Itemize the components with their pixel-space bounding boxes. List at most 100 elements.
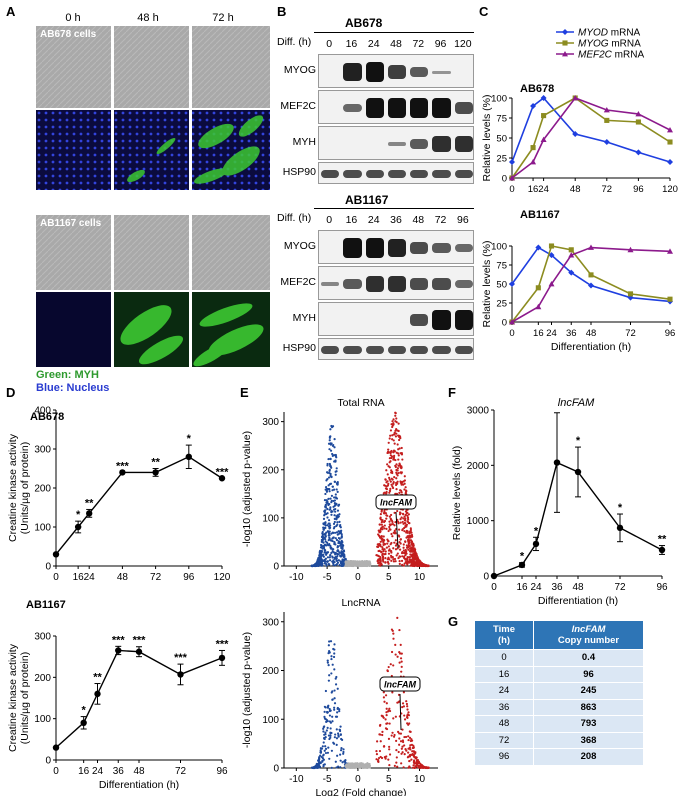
data-point: [540, 95, 547, 101]
data-point: [548, 243, 555, 249]
blot-band: [410, 66, 429, 78]
panel-label-c: C: [479, 4, 489, 19]
data-point: [509, 175, 515, 181]
blot-band: [365, 275, 384, 293]
y-tick-label: 75: [496, 114, 507, 125]
panel-label-b: B: [277, 4, 287, 19]
blot-row-label: MYOG: [283, 240, 316, 252]
blot-band: [365, 346, 384, 354]
y-axis-label: (Units/µg of protein): [19, 652, 31, 744]
data-point: [562, 40, 568, 46]
annotation-pointer: [399, 693, 402, 731]
data-point: [616, 524, 624, 532]
significance-mark: ***: [116, 460, 130, 472]
y-tick-label: 0: [483, 572, 489, 583]
x-tick-label: 16: [533, 328, 544, 339]
data-point: [530, 103, 537, 109]
data-point: [115, 647, 122, 654]
annotation-lncfam-total: lncFAM: [380, 498, 413, 508]
blot-band: [410, 170, 429, 178]
chart-e-bottom: 0 100 200 300 -10 -5 0 5 10 LncRNA -log10 (adjuste…: [241, 598, 438, 796]
chart-d-top: 0 100 200 300 400 0 16 24 48 72 96 120 AB678 Creatine…: [7, 406, 231, 584]
blot-band: [410, 313, 429, 327]
data-point: [568, 247, 574, 253]
blot-strip: [318, 126, 474, 160]
y-tick-label: 75: [496, 261, 507, 272]
blot-row-label: MEF2C: [280, 276, 316, 288]
data-point: [588, 244, 594, 250]
panel-label-d: D: [6, 385, 16, 400]
blot-band: [343, 278, 362, 290]
blot-row-label: MEF2C: [280, 100, 316, 112]
series-0: ****** ******: [52, 433, 229, 558]
table-cell-copy-number: 0.4: [533, 649, 644, 667]
blot2-title: AB1167: [345, 193, 389, 207]
x-tick-label: -5: [323, 572, 332, 583]
table-cell-copy-number: 793: [533, 715, 644, 733]
data-point: [574, 468, 582, 476]
x-tick-label: 36: [113, 766, 125, 777]
data-point: [572, 95, 579, 101]
significance-mark: *: [534, 525, 539, 537]
blot-band: [432, 346, 451, 354]
x-axis-label: Log2 (Fold change): [315, 787, 406, 796]
table-cell-time: 24: [474, 682, 534, 700]
blot1-diff-label: Diff. (h): [277, 36, 312, 48]
blot-band: [365, 97, 384, 119]
chart-f: 0 1000 2000 3000 0 16 24 36 48 72 96 lncFAM Relative…: [451, 398, 668, 607]
x-tick-label: 36: [551, 582, 563, 593]
table-cell-time: 16: [474, 665, 534, 683]
y-axis-label: Creatine kinase activity: [7, 433, 19, 542]
y-tick-label: 300: [34, 632, 51, 643]
data-point: [86, 510, 93, 517]
legend-entry: MYOG mRNA: [578, 39, 641, 50]
table-cell-time: 0: [474, 649, 534, 667]
x-tick-label: 24: [546, 328, 557, 339]
y-axis-label: Relative levels (%): [481, 95, 493, 182]
data-point: [568, 269, 575, 276]
data-point: [94, 690, 101, 698]
series-0: ****** *********: [52, 634, 229, 751]
table-row: 16 96: [474, 665, 644, 683]
x-tick-label: 16: [516, 582, 528, 593]
blot-row-label: MYH: [292, 312, 316, 324]
y-tick-label: 50: [496, 280, 507, 291]
x-tick-label: 24: [84, 572, 96, 583]
x-tick-label: -10: [289, 572, 304, 583]
significance-mark: **: [151, 457, 160, 469]
data-point: [667, 139, 673, 145]
blot-band: [432, 135, 451, 153]
chart-e-top: 0 100 200 300 -10 -5 0 5 10 Total RNA -log10 (adju…: [241, 398, 438, 583]
x-tick-label: 48: [570, 184, 581, 195]
x-tick-label: 96: [183, 572, 195, 583]
table-cell-time: 72: [474, 731, 534, 749]
y-axis-label: -log10 (adjusted p-value): [241, 431, 253, 547]
x-tick-label: 0: [355, 572, 361, 583]
blot-band: [343, 170, 362, 178]
copy-number-table: Time (h) lncFAM Copy number 0 0.4 16 96 24 245 3…: [474, 620, 644, 766]
y-tick-label: 2000: [467, 461, 490, 472]
data-point: [635, 111, 642, 117]
y-tick-label: 1000: [467, 516, 490, 527]
blot-strip: [318, 90, 474, 124]
significance-mark: *: [76, 509, 81, 521]
x-tick-label: 0: [53, 572, 59, 583]
y-tick-label: 200: [262, 465, 279, 476]
data-point: [135, 648, 143, 655]
y-axis-label: -log10 (adjusted p-value): [241, 632, 253, 748]
blot-band: [454, 346, 473, 354]
blot-strip: [318, 162, 474, 184]
x-axis-label: Differentiation (h): [99, 779, 179, 791]
series-line: [55, 456, 223, 555]
data-point: [588, 272, 594, 278]
blot-band: [321, 346, 340, 354]
x-tick-label: 96: [216, 766, 228, 777]
x-tick-label: 16: [78, 766, 90, 777]
blot-time-label: 24: [367, 214, 380, 226]
blot-band: [365, 170, 384, 178]
chart-c-top: 0 25 50 75 100 0 16 24 48 72 96 120 AB678 Relative le…: [481, 28, 678, 196]
data-point: [119, 469, 126, 476]
y-tick-label: 0: [502, 174, 507, 185]
data-point: [535, 285, 541, 291]
blot-time-label: 24: [367, 38, 380, 50]
